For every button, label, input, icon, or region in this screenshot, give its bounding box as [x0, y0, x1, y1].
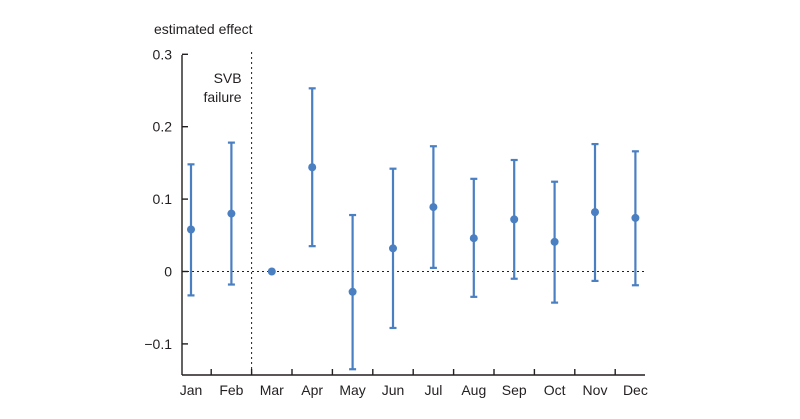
data-point-group: [267, 267, 276, 276]
data-point-group: [429, 145, 438, 269]
data-point-group: [510, 158, 519, 280]
x-tick-label: Feb: [219, 382, 243, 398]
x-tick-label: May: [339, 382, 365, 398]
x-tick-label: Sep: [502, 382, 527, 398]
data-point-group: [227, 141, 236, 286]
data-point: [469, 234, 478, 243]
data-point-group: [591, 142, 599, 283]
y-tick-label: 0: [164, 264, 172, 280]
data-point: [510, 215, 519, 224]
y-tick-label: 0.1: [153, 191, 173, 207]
data-point-group: [550, 180, 559, 304]
x-tick-label: Jan: [180, 382, 203, 398]
x-tick-label: Oct: [544, 382, 566, 398]
annotation-label: failure: [203, 89, 241, 105]
data-point: [591, 208, 599, 217]
x-tick-label: Nov: [583, 382, 608, 398]
y-tick-label: −0.1: [144, 336, 172, 352]
data-point: [348, 287, 357, 296]
data-point-group: [631, 150, 640, 287]
data-point: [227, 209, 236, 218]
data-point-group: [389, 167, 397, 330]
x-tick-label: Aug: [461, 382, 486, 398]
y-axis-title: estimated effect: [154, 21, 253, 37]
y-tick-label: 0.3: [153, 46, 173, 62]
data-point-group: [469, 177, 478, 298]
x-tick-label: Mar: [260, 382, 284, 398]
x-tick-label: Jul: [424, 382, 442, 398]
annotation-label: SVB: [214, 70, 242, 86]
data-point-group: [187, 163, 195, 297]
data-point: [631, 213, 640, 222]
svb-failure-annotation: SVB failure: [203, 52, 253, 375]
x-tick-label: Jun: [382, 382, 405, 398]
data-point: [550, 237, 559, 246]
data-point: [308, 163, 317, 172]
data-marks: [187, 87, 640, 371]
data-point-group: [308, 87, 317, 248]
x-tick-label: Dec: [623, 382, 648, 398]
data-point: [187, 225, 195, 234]
y-ticks: 0.3 0.2 0.1 0 −0.1: [144, 46, 188, 352]
x-ticks: Jan Feb Mar Apr May Jun Jul Aug Sep Oct Nov Dec: [180, 369, 648, 398]
data-point: [267, 267, 276, 276]
data-point: [429, 203, 438, 212]
data-point: [389, 244, 397, 253]
x-tick-label: Apr: [301, 382, 323, 398]
data-point-group: [348, 213, 357, 371]
y-tick-label: 0.2: [153, 119, 173, 135]
